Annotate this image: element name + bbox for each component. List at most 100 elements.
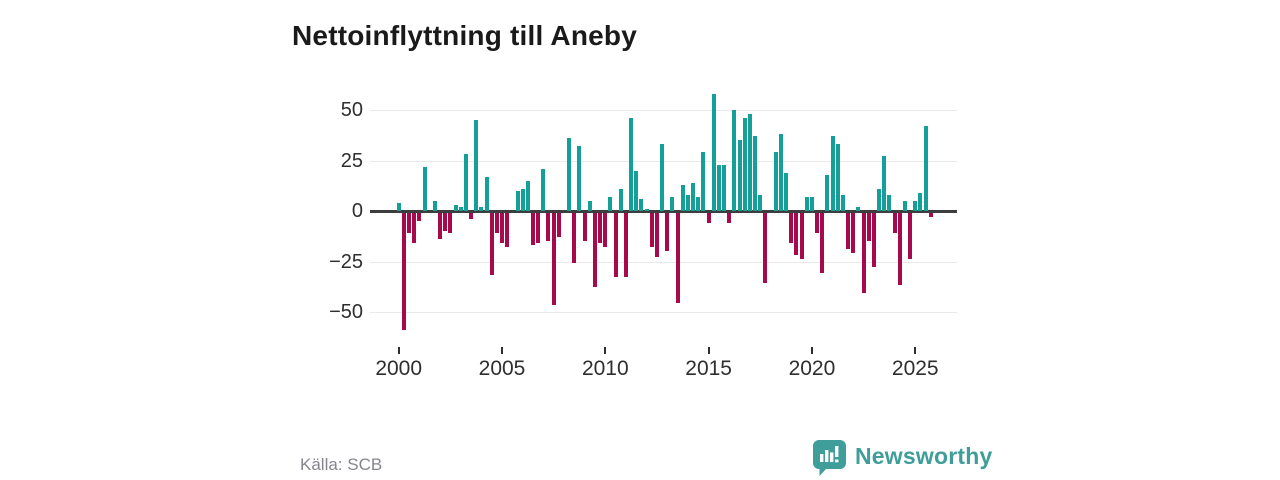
x-axis-tick <box>914 347 917 354</box>
bar <box>923 126 928 211</box>
bar <box>846 212 851 249</box>
bar <box>902 200 907 211</box>
bar <box>732 110 737 211</box>
bar <box>438 212 443 239</box>
gridline <box>370 312 957 313</box>
y-axis-label: −25 <box>329 250 363 273</box>
x-axis-label: 2020 <box>788 357 836 380</box>
bar <box>784 172 789 211</box>
bar <box>877 188 882 211</box>
bar <box>443 212 448 231</box>
gridline <box>370 261 957 263</box>
bar <box>484 176 489 211</box>
bar <box>608 196 613 211</box>
bar <box>494 212 499 233</box>
bar <box>908 212 913 259</box>
bar <box>825 174 830 211</box>
bar <box>711 93 716 211</box>
y-axis-label: 0 <box>351 200 363 222</box>
bar <box>463 154 468 211</box>
bar <box>613 212 618 278</box>
bar <box>665 212 670 251</box>
bar <box>815 212 820 233</box>
bar <box>928 212 933 217</box>
bar <box>758 194 763 211</box>
bar <box>469 212 474 219</box>
bar <box>851 212 856 253</box>
bar <box>670 196 675 211</box>
bar <box>546 212 551 241</box>
bar <box>592 212 597 288</box>
bar <box>722 164 727 211</box>
bar <box>448 212 453 233</box>
bar <box>897 212 902 286</box>
bar <box>701 152 706 211</box>
gridline <box>370 110 957 111</box>
bar <box>453 204 458 211</box>
bar <box>432 200 437 211</box>
bar <box>515 190 520 211</box>
bar <box>742 118 747 211</box>
bar <box>680 184 685 211</box>
bar <box>639 198 644 211</box>
bar <box>618 188 623 211</box>
bar <box>861 212 866 294</box>
bar <box>727 212 732 223</box>
bar <box>649 212 654 247</box>
bar <box>830 136 835 211</box>
bar <box>634 170 639 211</box>
bar <box>458 206 463 211</box>
bar <box>835 144 840 211</box>
bar <box>789 212 794 243</box>
bar <box>918 192 923 211</box>
bar <box>489 212 494 276</box>
x-axis-tick <box>707 347 710 354</box>
x-axis-label: 2010 <box>581 357 629 380</box>
bar <box>587 200 592 211</box>
bar <box>696 196 701 211</box>
bar <box>799 212 804 259</box>
bar <box>500 212 504 243</box>
bar <box>685 194 690 211</box>
source-label: Källa: SCB <box>300 455 383 474</box>
bar <box>567 138 572 211</box>
bar <box>525 180 530 211</box>
bar <box>520 188 525 211</box>
bar <box>629 118 634 211</box>
bar <box>505 212 510 247</box>
bar <box>716 164 721 211</box>
bar <box>623 212 628 278</box>
bar <box>778 134 783 211</box>
bar <box>809 196 814 211</box>
newsworthy-logo: Newsworthy <box>813 440 992 476</box>
y-axis-label: −50 <box>329 301 363 323</box>
bar <box>866 212 871 241</box>
chart-title: Nettoinflyttning till Aneby <box>292 19 637 51</box>
bar <box>407 212 412 233</box>
bar <box>644 208 649 211</box>
bar <box>479 206 484 211</box>
bar <box>871 212 876 268</box>
bar <box>840 194 845 211</box>
x-axis-label: 2015 <box>685 357 732 380</box>
bar <box>660 144 665 211</box>
bar <box>401 212 406 330</box>
bar <box>412 212 417 243</box>
newsworthy-speech-bubble-bar-chart-icon <box>813 440 846 476</box>
bar <box>892 212 897 233</box>
bar <box>856 206 861 211</box>
bar <box>577 146 582 211</box>
x-axis-tick <box>604 347 607 354</box>
bar <box>556 212 561 237</box>
bar <box>773 152 778 211</box>
bar <box>887 194 892 211</box>
bar <box>753 136 758 211</box>
bar <box>531 212 535 245</box>
bar <box>706 212 711 223</box>
zero-line <box>370 209 957 213</box>
x-axis-label: 2005 <box>478 357 526 380</box>
bar <box>422 166 427 211</box>
bar <box>582 212 587 241</box>
bar <box>913 200 918 211</box>
